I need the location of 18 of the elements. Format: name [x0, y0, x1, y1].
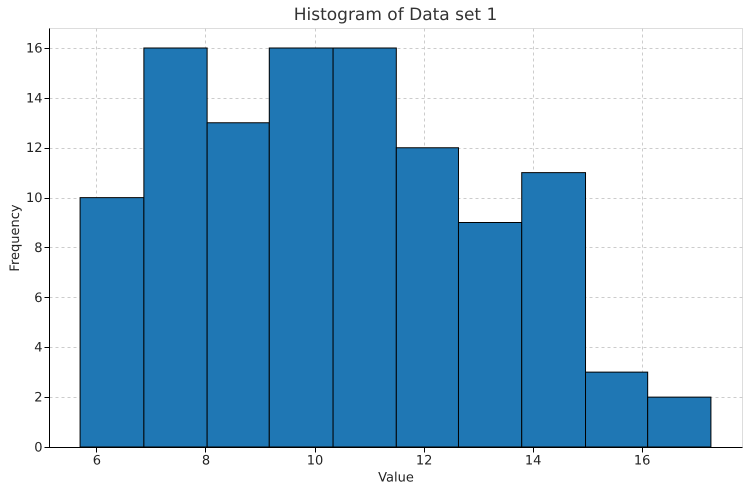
y-axis-title: Frequency [8, 204, 23, 272]
x-tick-label: 10 [306, 454, 324, 468]
y-tick-label: 16 [26, 41, 42, 56]
y-tick-label: 8 [34, 240, 42, 256]
x-tick-label: 12 [416, 454, 432, 468]
y-tick-label: 4 [34, 340, 42, 356]
x-tick-label: 8 [202, 454, 210, 468]
y-tick-label: 2 [34, 390, 42, 406]
x-axis-title: Value [378, 470, 414, 486]
y-tick-label: 6 [34, 290, 42, 306]
x-tick-label: 14 [524, 454, 542, 468]
y-tick-label: 12 [26, 141, 42, 156]
chart-title: Histogram of Data set 1 [294, 5, 498, 25]
y-tick-label: 0 [34, 440, 42, 456]
x-tick-label: 6 [92, 454, 102, 468]
y-tick-label: 10 [26, 191, 42, 206]
x-tick-label: 16 [634, 454, 650, 468]
y-tick-label: 14 [26, 91, 42, 106]
